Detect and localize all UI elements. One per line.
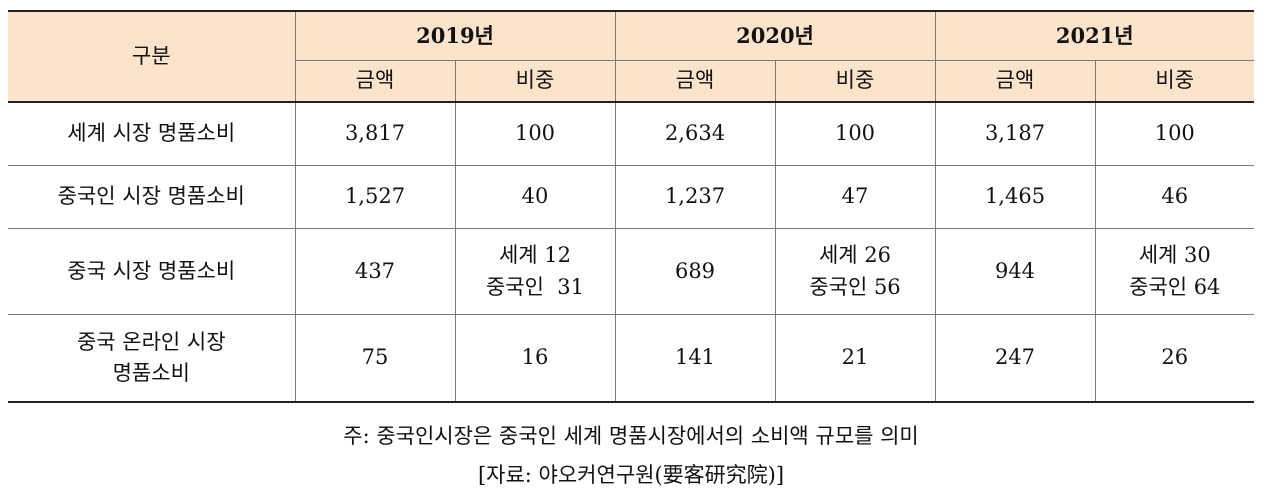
luxury-consumption-table: 구분 2019년 2020년 2021년 금액 비중 금액 비중 금액 비중 세…: [8, 10, 1254, 403]
table-row: 중국인 시장 명품소비 1,527 40 1,237 47 1,465 46: [8, 165, 1254, 229]
ratio-cell: 26: [1094, 314, 1254, 403]
amount-cell: 3,817: [294, 102, 455, 166]
category-header: 구분: [8, 11, 295, 103]
table-row: 중국 시장 명품소비 437 세계 12 중국인 31 689 세계 26 중국…: [8, 228, 1254, 315]
ratio-cell: 40: [454, 165, 615, 229]
amount-cell: 1,465: [934, 165, 1095, 229]
table-footnote: 주: 중국인시장은 중국인 세계 명품시장에서의 소비액 규모를 의미: [343, 424, 919, 448]
amount-header: 금액: [614, 60, 775, 102]
source-citation: [자료: 야오커연구원(要客研究院)]: [477, 463, 785, 487]
ratio-header: 비중: [454, 60, 615, 102]
ratio-cell: 16: [454, 314, 615, 403]
ratio-cell: 46: [1094, 165, 1254, 229]
amount-cell: 1,527: [294, 165, 455, 229]
year-header-2021: 2021년: [934, 11, 1254, 61]
ratio-cell: 세계 26 중국인 56: [774, 228, 935, 315]
amount-cell: 141: [614, 314, 775, 403]
amount-cell: 247: [934, 314, 1095, 403]
amount-cell: 75: [294, 314, 455, 403]
ratio-cell: 21: [774, 314, 935, 403]
row-label: 중국 시장 명품소비: [8, 228, 295, 315]
ratio-cell: 100: [454, 102, 615, 166]
amount-cell: 3,187: [934, 102, 1095, 166]
amount-cell: 689: [614, 228, 775, 315]
amount-cell: 2,634: [614, 102, 775, 166]
ratio-cell: 세계 12 중국인 31: [454, 228, 615, 315]
ratio-cell: 100: [774, 102, 935, 166]
row-label: 중국인 시장 명품소비: [8, 165, 295, 229]
ratio-cell: 47: [774, 165, 935, 229]
row-label: 중국 온라인 시장 명품소비: [8, 314, 295, 403]
amount-cell: 437: [294, 228, 455, 315]
year-header-2019: 2019년: [294, 11, 615, 61]
ratio-header: 비중: [774, 60, 935, 102]
amount-header: 금액: [934, 60, 1095, 102]
year-header-2020: 2020년: [614, 11, 935, 61]
ratio-cell: 세계 30 중국인 64: [1094, 228, 1254, 315]
amount-header: 금액: [294, 60, 455, 102]
ratio-header: 비중: [1094, 60, 1254, 102]
table-row: 중국 온라인 시장 명품소비 75 16 141 21 247 26: [8, 314, 1254, 403]
amount-cell: 1,237: [614, 165, 775, 229]
row-label: 세계 시장 명품소비: [67, 121, 236, 146]
ratio-cell: 100: [1094, 102, 1254, 166]
amount-cell: 944: [934, 228, 1095, 315]
table-row: 세계 시장 명품소비 3,817 100 2,634 100 3,187 100: [8, 102, 1254, 166]
